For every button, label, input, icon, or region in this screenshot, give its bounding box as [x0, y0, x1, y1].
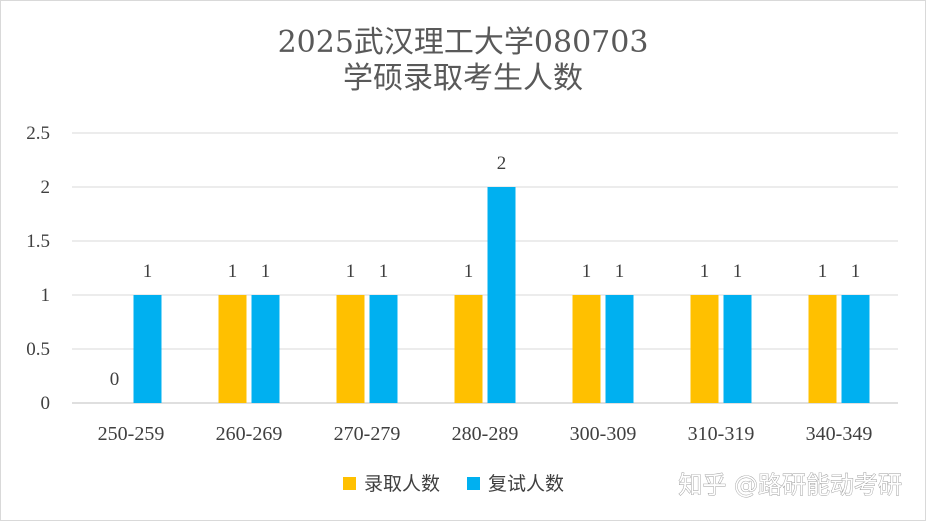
legend-label: 录取人数 [364, 473, 440, 495]
x-tick-label: 340-349 [806, 423, 873, 445]
data-label: 1 [700, 261, 710, 282]
x-tick-label: 310-319 [688, 423, 755, 445]
x-tick-label: 270-279 [334, 423, 401, 445]
y-tick-label: 0.5 [26, 339, 50, 360]
data-label: 1 [228, 261, 238, 282]
x-tick-label: 300-309 [570, 423, 637, 445]
chart-title-line: 2025武汉理工大学080703 [278, 25, 649, 60]
data-label: 1 [851, 261, 861, 282]
y-tick-label: 1 [41, 285, 51, 306]
legend-label: 复试人数 [488, 473, 564, 495]
bar-admitted [218, 295, 247, 403]
bar-retest [723, 295, 752, 403]
y-tick-label: 2.5 [26, 123, 50, 144]
bar-retest [841, 295, 870, 403]
data-label: 2 [497, 153, 507, 174]
data-label: 1 [582, 261, 592, 282]
data-label: 1 [143, 261, 153, 282]
legend-swatch [343, 477, 356, 490]
y-tick-label: 2 [41, 177, 51, 198]
data-label: 1 [261, 261, 271, 282]
bar-retest [605, 295, 634, 403]
bar-admitted [690, 295, 719, 403]
bar-retest [369, 295, 398, 403]
data-label: 1 [346, 261, 356, 282]
data-label: 1 [615, 261, 625, 282]
bar-admitted [336, 295, 365, 403]
bar-retest [251, 295, 280, 403]
x-tick-label: 260-269 [216, 423, 283, 445]
y-tick-label: 1.5 [26, 231, 50, 252]
bar-retest [487, 187, 516, 403]
bar-admitted [572, 295, 601, 403]
watermark-text: 知乎 @路研能动考研 [678, 471, 902, 499]
data-label: 1 [733, 261, 743, 282]
legend-swatch [467, 477, 480, 490]
data-label: 0 [110, 369, 120, 390]
bar-admitted [454, 295, 483, 403]
bar-retest [133, 295, 162, 403]
x-tick-label: 250-259 [98, 423, 165, 445]
y-tick-label: 0 [41, 393, 51, 414]
chart-title-line: 学硕录取考生人数 [343, 61, 583, 96]
data-label: 1 [818, 261, 828, 282]
data-label: 1 [379, 261, 389, 282]
bar-admitted [808, 295, 837, 403]
x-tick-label: 280-289 [452, 423, 519, 445]
data-label: 1 [464, 261, 474, 282]
